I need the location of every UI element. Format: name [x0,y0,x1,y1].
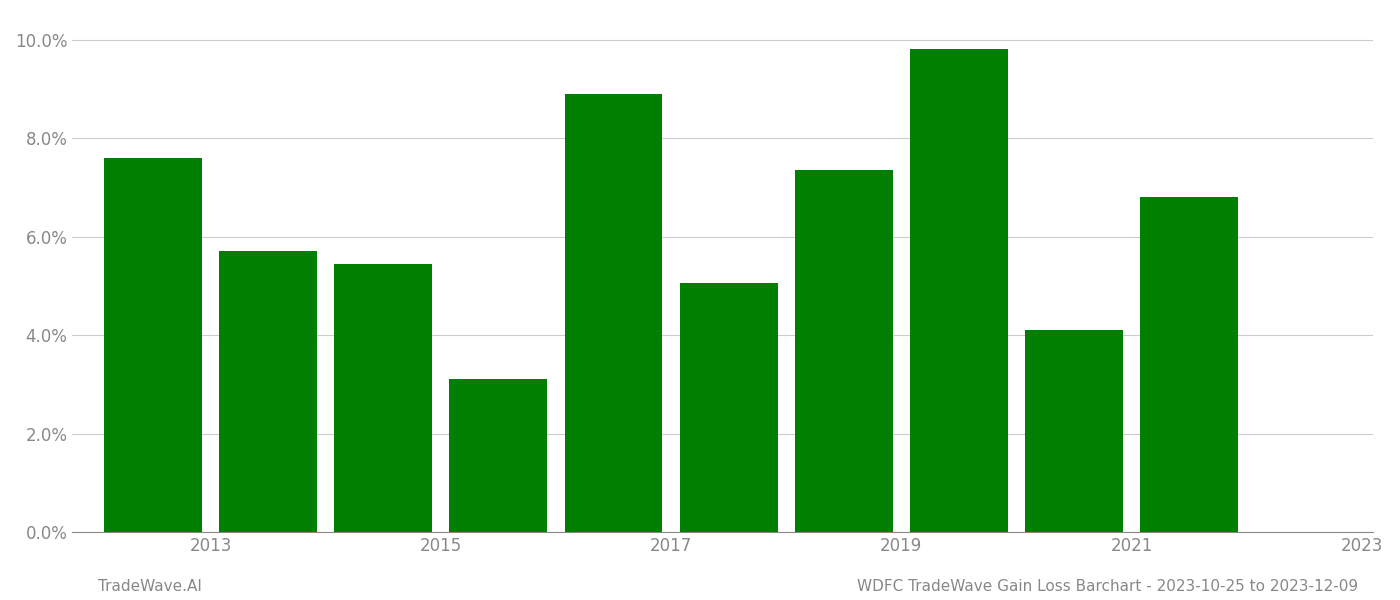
Bar [680,283,777,532]
Bar [910,49,1008,532]
Bar [795,170,893,532]
Bar [1025,330,1123,532]
Bar [104,158,202,532]
Bar [1140,197,1238,532]
Bar [335,264,433,532]
Text: TradeWave.AI: TradeWave.AI [98,579,202,594]
Bar [449,379,547,532]
Text: WDFC TradeWave Gain Loss Barchart - 2023-10-25 to 2023-12-09: WDFC TradeWave Gain Loss Barchart - 2023… [857,579,1358,594]
Bar [220,251,316,532]
Bar [564,94,662,532]
